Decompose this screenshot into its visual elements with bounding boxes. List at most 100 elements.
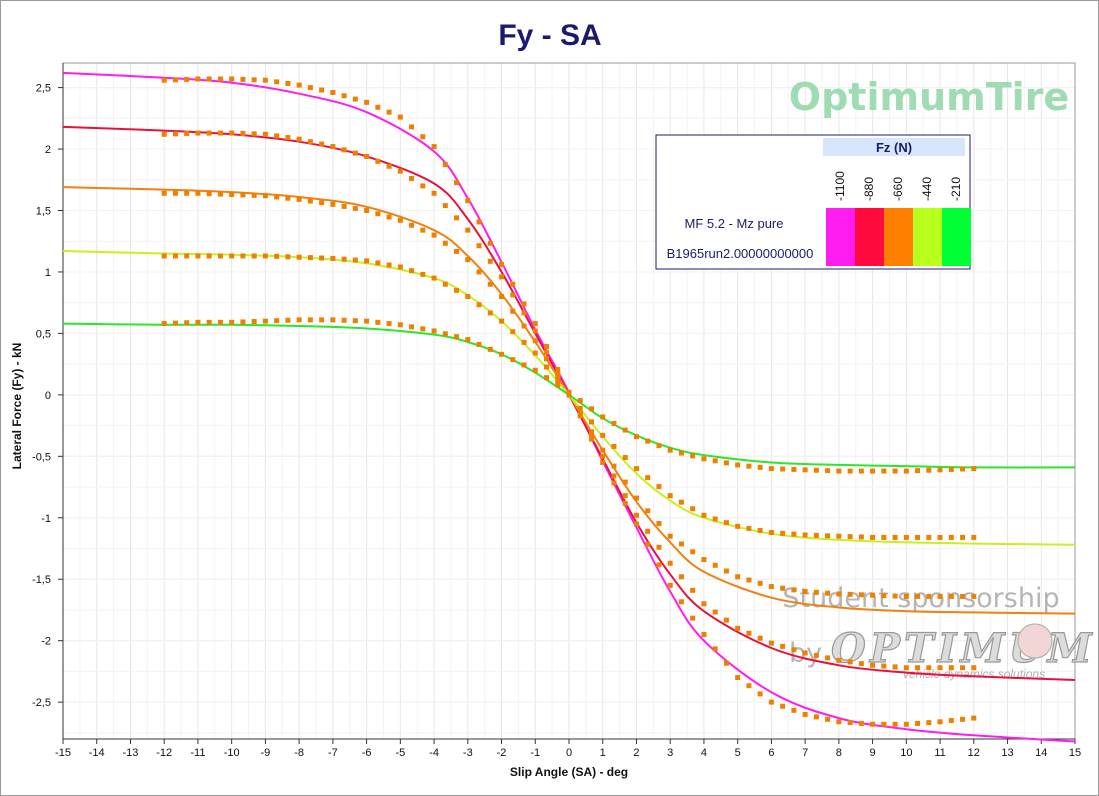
measured-point: [521, 362, 527, 368]
measured-point: [903, 534, 909, 540]
measured-point: [352, 205, 358, 211]
measured-point: [397, 264, 403, 270]
measured-point: [510, 281, 516, 287]
measured-point: [476, 219, 482, 225]
measured-point: [195, 130, 201, 136]
measured-point: [735, 625, 741, 631]
measured-point: [847, 659, 853, 665]
measured-point: [375, 260, 381, 266]
x-tick-label: -4: [429, 747, 439, 759]
measured-point: [735, 462, 741, 468]
measured-point: [690, 615, 696, 621]
measured-point: [240, 76, 246, 82]
measured-point: [858, 720, 864, 726]
measured-point: [757, 527, 763, 533]
measured-point: [397, 217, 403, 223]
measured-point: [465, 257, 471, 263]
measured-point: [791, 647, 797, 653]
measured-point: [622, 455, 628, 461]
measured-point: [937, 467, 943, 473]
measured-point: [319, 317, 325, 323]
measured-point: [195, 253, 201, 259]
measured-point: [633, 466, 639, 472]
measured-point: [465, 337, 471, 343]
measured-point: [195, 190, 201, 196]
optimum-logo-mark: [1017, 623, 1053, 659]
measured-point: [948, 466, 954, 472]
measured-point: [712, 458, 718, 464]
measured-point: [532, 321, 538, 327]
measured-point: [161, 77, 167, 83]
x-tick-label: 15: [1069, 747, 1081, 759]
x-tick-label: -2: [497, 747, 507, 759]
x-tick-label: 2: [633, 747, 639, 759]
measured-point: [645, 475, 651, 481]
measured-point: [341, 317, 347, 323]
measured-point: [813, 652, 819, 658]
measured-point: [240, 319, 246, 325]
measured-point: [442, 240, 448, 246]
x-tick-label: 6: [768, 747, 774, 759]
measured-point: [667, 447, 673, 453]
measured-point: [184, 76, 190, 82]
measured-point: [409, 222, 415, 228]
measured-point: [532, 328, 538, 334]
measured-point: [768, 466, 774, 472]
measured-point: [937, 719, 943, 725]
measured-points: [161, 76, 977, 727]
measured-point: [903, 468, 909, 474]
measured-point: [476, 302, 482, 308]
measured-point: [690, 453, 696, 459]
legend-fz-label: -440: [920, 177, 934, 201]
y-tick-label: -1: [41, 513, 51, 525]
measured-point: [735, 675, 741, 681]
measured-point: [858, 592, 864, 598]
measured-point: [915, 468, 921, 474]
measured-point: [836, 719, 842, 725]
measured-point: [206, 76, 212, 82]
measured-point: [611, 480, 617, 486]
measured-point: [352, 96, 358, 102]
measured-point: [319, 255, 325, 261]
measured-point: [690, 587, 696, 593]
x-tick-label: -11: [190, 747, 205, 759]
measured-point: [206, 253, 212, 259]
measured-point: [420, 326, 426, 332]
measured-point: [926, 467, 932, 473]
measured-point: [611, 463, 617, 469]
x-tick-label: -14: [89, 747, 105, 759]
measured-point: [386, 214, 392, 220]
measured-point: [285, 254, 291, 260]
measured-point: [915, 720, 921, 726]
measured-point: [915, 665, 921, 671]
x-tick-label: 13: [1001, 747, 1013, 759]
measured-point: [836, 591, 842, 597]
legend-fz-label: -660: [891, 177, 905, 201]
measured-point: [780, 703, 786, 709]
measured-point: [161, 253, 167, 259]
legend-fz-labels: -1100 -880 -660 -440 -210: [833, 171, 963, 201]
measured-point: [352, 150, 358, 156]
measured-point: [656, 562, 662, 568]
measured-point: [431, 328, 437, 334]
measured-point: [296, 254, 302, 260]
measured-point: [701, 456, 707, 462]
measured-point: [813, 532, 819, 538]
x-tick-label: 7: [802, 747, 808, 759]
x-axis-label: Slip Angle (SA) - deg: [510, 765, 628, 779]
sponsor-text: Student sponsorship: [782, 583, 1059, 614]
measured-point: [768, 640, 774, 646]
measured-point: [757, 580, 763, 586]
measured-point: [307, 85, 313, 91]
x-tick-label: -10: [224, 747, 240, 759]
measured-point: [229, 319, 235, 325]
legend-swatch: [826, 208, 855, 266]
measured-point: [915, 593, 921, 599]
measured-point: [341, 256, 347, 262]
measured-point: [341, 93, 347, 99]
measured-point: [971, 593, 977, 599]
measured-point: [960, 593, 966, 599]
measured-point: [262, 318, 268, 324]
measured-point: [544, 349, 550, 355]
measured-point: [386, 321, 392, 327]
